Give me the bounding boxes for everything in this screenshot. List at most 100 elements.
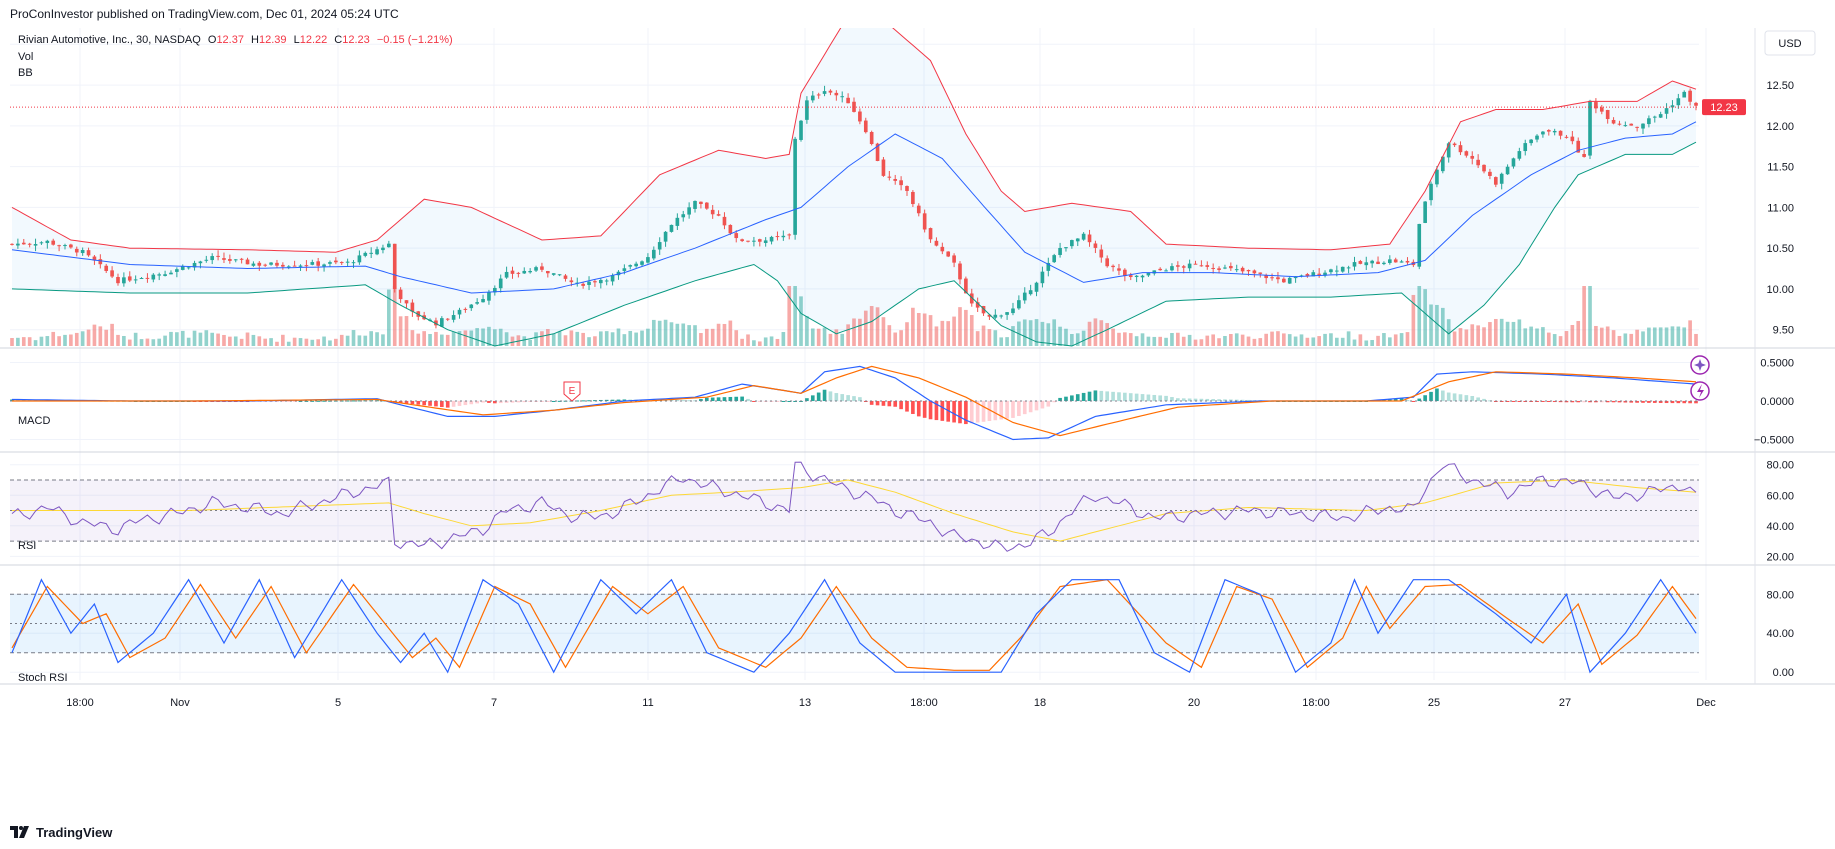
macd-histogram-bar xyxy=(1505,401,1510,402)
currency-button[interactable]: USD xyxy=(1778,38,1801,50)
candle-body xyxy=(1576,140,1581,153)
volume-bar xyxy=(1223,336,1227,346)
candle-body xyxy=(1299,275,1304,277)
candle-body xyxy=(1075,238,1080,242)
volume-bar xyxy=(1081,330,1086,346)
macd-histogram-bar xyxy=(1252,400,1257,402)
candle-body xyxy=(69,244,73,248)
tradingview-logo-icon[interactable] xyxy=(10,826,30,838)
candle-body xyxy=(339,262,344,264)
volume-bar xyxy=(1287,334,1292,346)
volume-bar xyxy=(575,331,580,346)
macd-histogram-bar xyxy=(1028,401,1033,413)
time-tick-label: 25 xyxy=(1428,697,1440,709)
candle-body xyxy=(357,255,362,263)
candle-body xyxy=(563,275,568,279)
macd-histogram-bar xyxy=(410,401,415,405)
high-label: H xyxy=(251,34,259,46)
volume-bar xyxy=(440,334,444,346)
volume-bar xyxy=(233,336,238,346)
candle-body xyxy=(1081,233,1086,240)
volume-bar xyxy=(310,339,315,346)
currency-button-bg[interactable] xyxy=(1764,30,1816,56)
candle-body xyxy=(893,178,898,181)
candle-body xyxy=(475,302,479,304)
volume-bar xyxy=(80,331,85,346)
volume-bar xyxy=(1293,336,1298,346)
volume-bar xyxy=(245,332,250,346)
volume-bar xyxy=(1517,319,1522,346)
price-tick-label: 12.00 xyxy=(1766,121,1794,133)
macd-histogram-bar xyxy=(440,401,444,408)
volume-bar xyxy=(958,307,962,346)
ai-assistant-icon[interactable] xyxy=(1690,355,1710,375)
macd-histogram-bar xyxy=(593,400,597,402)
macd-histogram-bar xyxy=(1558,401,1563,403)
close-value: 12.23 xyxy=(342,34,370,46)
tradingview-brand[interactable]: TradingView xyxy=(36,824,113,840)
candle-body xyxy=(1011,308,1015,314)
candle-body xyxy=(74,248,79,253)
volume-bar xyxy=(1134,336,1139,346)
volume-bar xyxy=(1240,334,1245,346)
candle-body xyxy=(1064,247,1068,249)
chart-area[interactable]: 13.0012.5012.0011.5011.0010.5010.009.500… xyxy=(0,28,1835,820)
volume-bar xyxy=(863,310,868,346)
candle-body xyxy=(1440,156,1445,172)
candle-body xyxy=(363,252,368,256)
volume-bar xyxy=(1623,333,1628,346)
pane-separators xyxy=(0,28,1835,685)
volume-bar xyxy=(987,329,992,346)
volume-bar xyxy=(428,333,432,346)
volume-bar xyxy=(1170,333,1174,346)
candle-body xyxy=(251,263,256,266)
candle-body xyxy=(1570,136,1575,142)
earnings-marker[interactable]: E xyxy=(563,381,581,402)
bb-basis-line xyxy=(11,121,1697,294)
price-axis[interactable]: 13.0012.5012.0011.5011.0010.5010.009.500… xyxy=(1754,39,1794,679)
macd-histogram-bar xyxy=(1193,398,1198,401)
macd-histogram-bar xyxy=(1617,401,1622,403)
candle-body xyxy=(233,259,238,261)
bb-fill-area xyxy=(12,28,1696,346)
macd-histogram-bar xyxy=(757,401,762,402)
macd-histogram-bar xyxy=(1034,401,1039,411)
macd-histogram-bar xyxy=(704,397,709,401)
volume-bar xyxy=(328,340,332,346)
candle-body xyxy=(1170,266,1174,271)
volume-bar xyxy=(398,316,403,346)
macd-histogram-bar xyxy=(1022,401,1027,415)
macd-histogram-bar xyxy=(975,401,980,423)
candle-body xyxy=(1364,262,1369,266)
macd-histogram-bar xyxy=(1582,401,1586,403)
volume-bar xyxy=(1423,289,1427,346)
macd-histogram-bar xyxy=(398,401,403,403)
volume-bar xyxy=(846,324,850,346)
candle-body xyxy=(263,264,268,266)
volume-bar xyxy=(934,326,939,346)
macd-histogram-bar xyxy=(1087,391,1092,401)
volume-bar xyxy=(799,296,803,346)
macd-histogram-bar xyxy=(964,401,968,425)
volume-bar xyxy=(1340,337,1345,346)
volume-bar xyxy=(816,328,821,346)
volume-bar xyxy=(1158,336,1163,346)
time-axis[interactable]: 18:00 Nov 5 7 11 13 18:00 18 20 18:00 25 27 Dec xyxy=(66,697,1716,709)
candle-body xyxy=(710,209,715,215)
volume-bar xyxy=(1670,326,1675,346)
candle-body xyxy=(122,277,126,284)
candle-body xyxy=(1246,270,1251,272)
candle-body xyxy=(1164,270,1168,272)
candle-body xyxy=(1482,164,1486,172)
volume-bar xyxy=(210,332,215,346)
macd-histogram-bar xyxy=(1476,397,1480,401)
volume-bar xyxy=(1688,320,1692,346)
bollinger-band-lines xyxy=(11,28,1697,347)
volume-bar xyxy=(281,334,285,346)
volume-bar xyxy=(869,306,874,346)
candle-body xyxy=(1217,268,1221,270)
lightning-icon[interactable] xyxy=(1690,381,1710,401)
candle-body xyxy=(1594,102,1598,109)
candle-body xyxy=(369,252,373,254)
volume-bar xyxy=(722,323,727,346)
